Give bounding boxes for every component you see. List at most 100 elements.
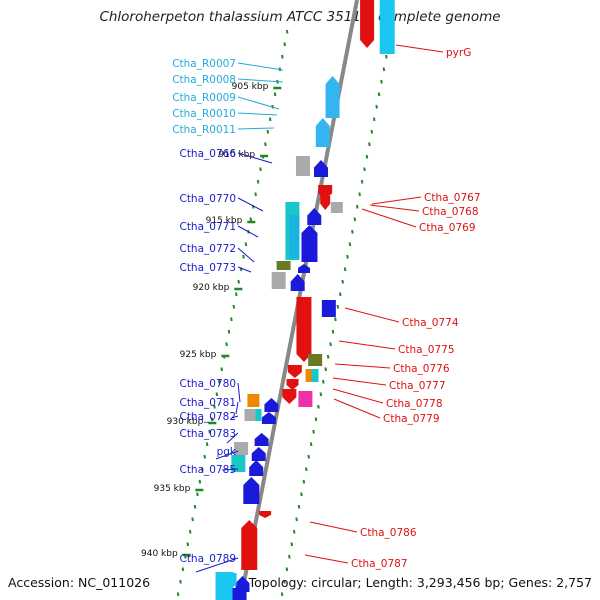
left-leader-line: [237, 112, 278, 116]
gene-feature-blue: [254, 433, 269, 446]
right-track-dot: [314, 417, 318, 422]
left-gene-label: Ctha_0770: [179, 193, 236, 205]
gene-feature-orange: [305, 369, 313, 382]
kbp-tick-label: 920 kbp: [193, 283, 230, 293]
left-track-dot: [254, 192, 257, 197]
left-gene-label: Ctha_R0008: [172, 74, 236, 86]
right-track-dot: [292, 529, 296, 534]
left-track-dot: [227, 329, 231, 334]
left-track-dot: [259, 167, 262, 172]
right-gene-label: Ctha_0767: [424, 192, 481, 204]
right-track-dot: [305, 467, 308, 472]
right-track-dot: [338, 292, 342, 297]
right-track-dot: [317, 404, 320, 409]
left-gene-label: Ctha_0773: [179, 262, 236, 274]
left-track-dot: [215, 392, 219, 397]
left-gene-label: Ctha_0782: [179, 411, 236, 423]
right-track-dot: [355, 204, 359, 209]
gene-feature-blue: [243, 477, 260, 504]
left-leader-line: [231, 415, 239, 419]
gene-feature-gray: [271, 272, 286, 289]
gene-feature-gray: [234, 442, 249, 455]
left-track-dot: [237, 279, 240, 284]
gene-feature-blue: [313, 160, 328, 177]
right-track-dot: [375, 104, 378, 109]
left-track-dot: [266, 129, 270, 134]
gene-feature-red: [286, 379, 299, 390]
right-track-dot: [288, 554, 291, 559]
right-leader-line: [369, 204, 420, 212]
left-track-dot: [256, 179, 260, 184]
left-track-dot: [264, 142, 267, 147]
gene-feature-orange: [247, 394, 260, 407]
left-gene-label: pgk: [217, 446, 237, 458]
left-track-dot: [234, 292, 238, 297]
right-gene-label: Ctha_0769: [419, 222, 476, 234]
left-track-dot: [196, 492, 199, 497]
gene-feature-olive: [308, 354, 323, 366]
left-track-dot: [191, 517, 194, 522]
right-gene-label: Ctha_0786: [360, 527, 417, 539]
gene-feature-blue: [261, 412, 276, 424]
right-track-dot: [295, 517, 298, 522]
right-track-dot: [348, 242, 352, 247]
genome-title: Chloroherpeton thalassium ATCC 35110, co…: [99, 9, 501, 25]
left-gene-label: Ctha_0785: [179, 464, 236, 476]
left-track-dot: [201, 467, 204, 472]
rna-feature: [325, 76, 340, 118]
right-track-dot: [334, 317, 337, 322]
left-track-dot: [273, 92, 277, 97]
right-track-dot: [283, 579, 286, 584]
right-leader-line: [371, 196, 422, 205]
left-gene-label: Ctha_0766: [179, 148, 236, 160]
kbp-tick-label: 930 kbp: [167, 417, 204, 427]
left-leader-line: [221, 468, 239, 471]
gene-feature-blue: [321, 300, 336, 317]
gene-feature-gray: [330, 202, 343, 213]
right-track-dot: [358, 192, 361, 197]
left-gene-label: Ctha_R0009: [172, 92, 236, 104]
right-track-dot: [300, 492, 303, 497]
left-track-dot: [193, 504, 197, 509]
right-track-dot: [363, 167, 366, 172]
right-gene-label: Ctha_0768: [422, 206, 479, 218]
left-track-dot: [220, 367, 223, 372]
right-leader-line: [304, 554, 349, 564]
gene-feature-red: [241, 520, 258, 570]
left-leader-line: [237, 78, 284, 83]
left-track-dot: [179, 579, 182, 584]
right-gene-label: Ctha_0776: [393, 363, 450, 375]
right-leader-line: [334, 363, 391, 369]
right-track-dot: [321, 379, 325, 384]
right-leader-line: [395, 44, 444, 53]
rna-feature: [315, 118, 330, 147]
left-gene-label: Ctha_0789: [179, 553, 236, 565]
right-track-dot: [312, 429, 315, 434]
gene-feature-cyan: [222, 573, 237, 586]
left-gene-label: Ctha_0783: [179, 428, 236, 440]
right-track-dot: [297, 504, 301, 509]
kbp-tick-label: 910 kbp: [218, 150, 255, 160]
right-leader-line: [361, 208, 417, 228]
gene-feature-blue: [264, 398, 279, 412]
left-track-dot: [186, 542, 190, 547]
left-leader-line: [237, 382, 241, 403]
left-track-dot: [188, 529, 192, 534]
left-track-dot: [213, 404, 216, 409]
right-track-dot: [326, 354, 330, 359]
right-track-dot: [385, 54, 388, 59]
right-track-dot: [343, 267, 347, 272]
right-track-dot: [307, 454, 311, 459]
kbp-tick-label: 915 kbp: [206, 216, 243, 226]
left-track-dot: [242, 254, 245, 259]
left-track-dot: [181, 567, 185, 572]
left-leader-line: [237, 197, 264, 212]
gene-feature-gray: [244, 409, 257, 421]
right-leader-line: [332, 377, 387, 386]
right-gene-label: Ctha_0778: [386, 398, 443, 410]
accession-label: Accession: NC_011026: [8, 575, 151, 590]
left-leader-line: [235, 401, 239, 415]
right-gene-label: Ctha_0774: [402, 317, 459, 329]
left-track-dot: [203, 454, 207, 459]
